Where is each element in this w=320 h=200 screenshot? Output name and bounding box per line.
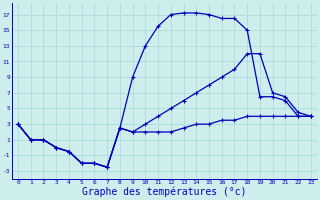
X-axis label: Graphe des températures (°c): Graphe des températures (°c) — [82, 187, 247, 197]
